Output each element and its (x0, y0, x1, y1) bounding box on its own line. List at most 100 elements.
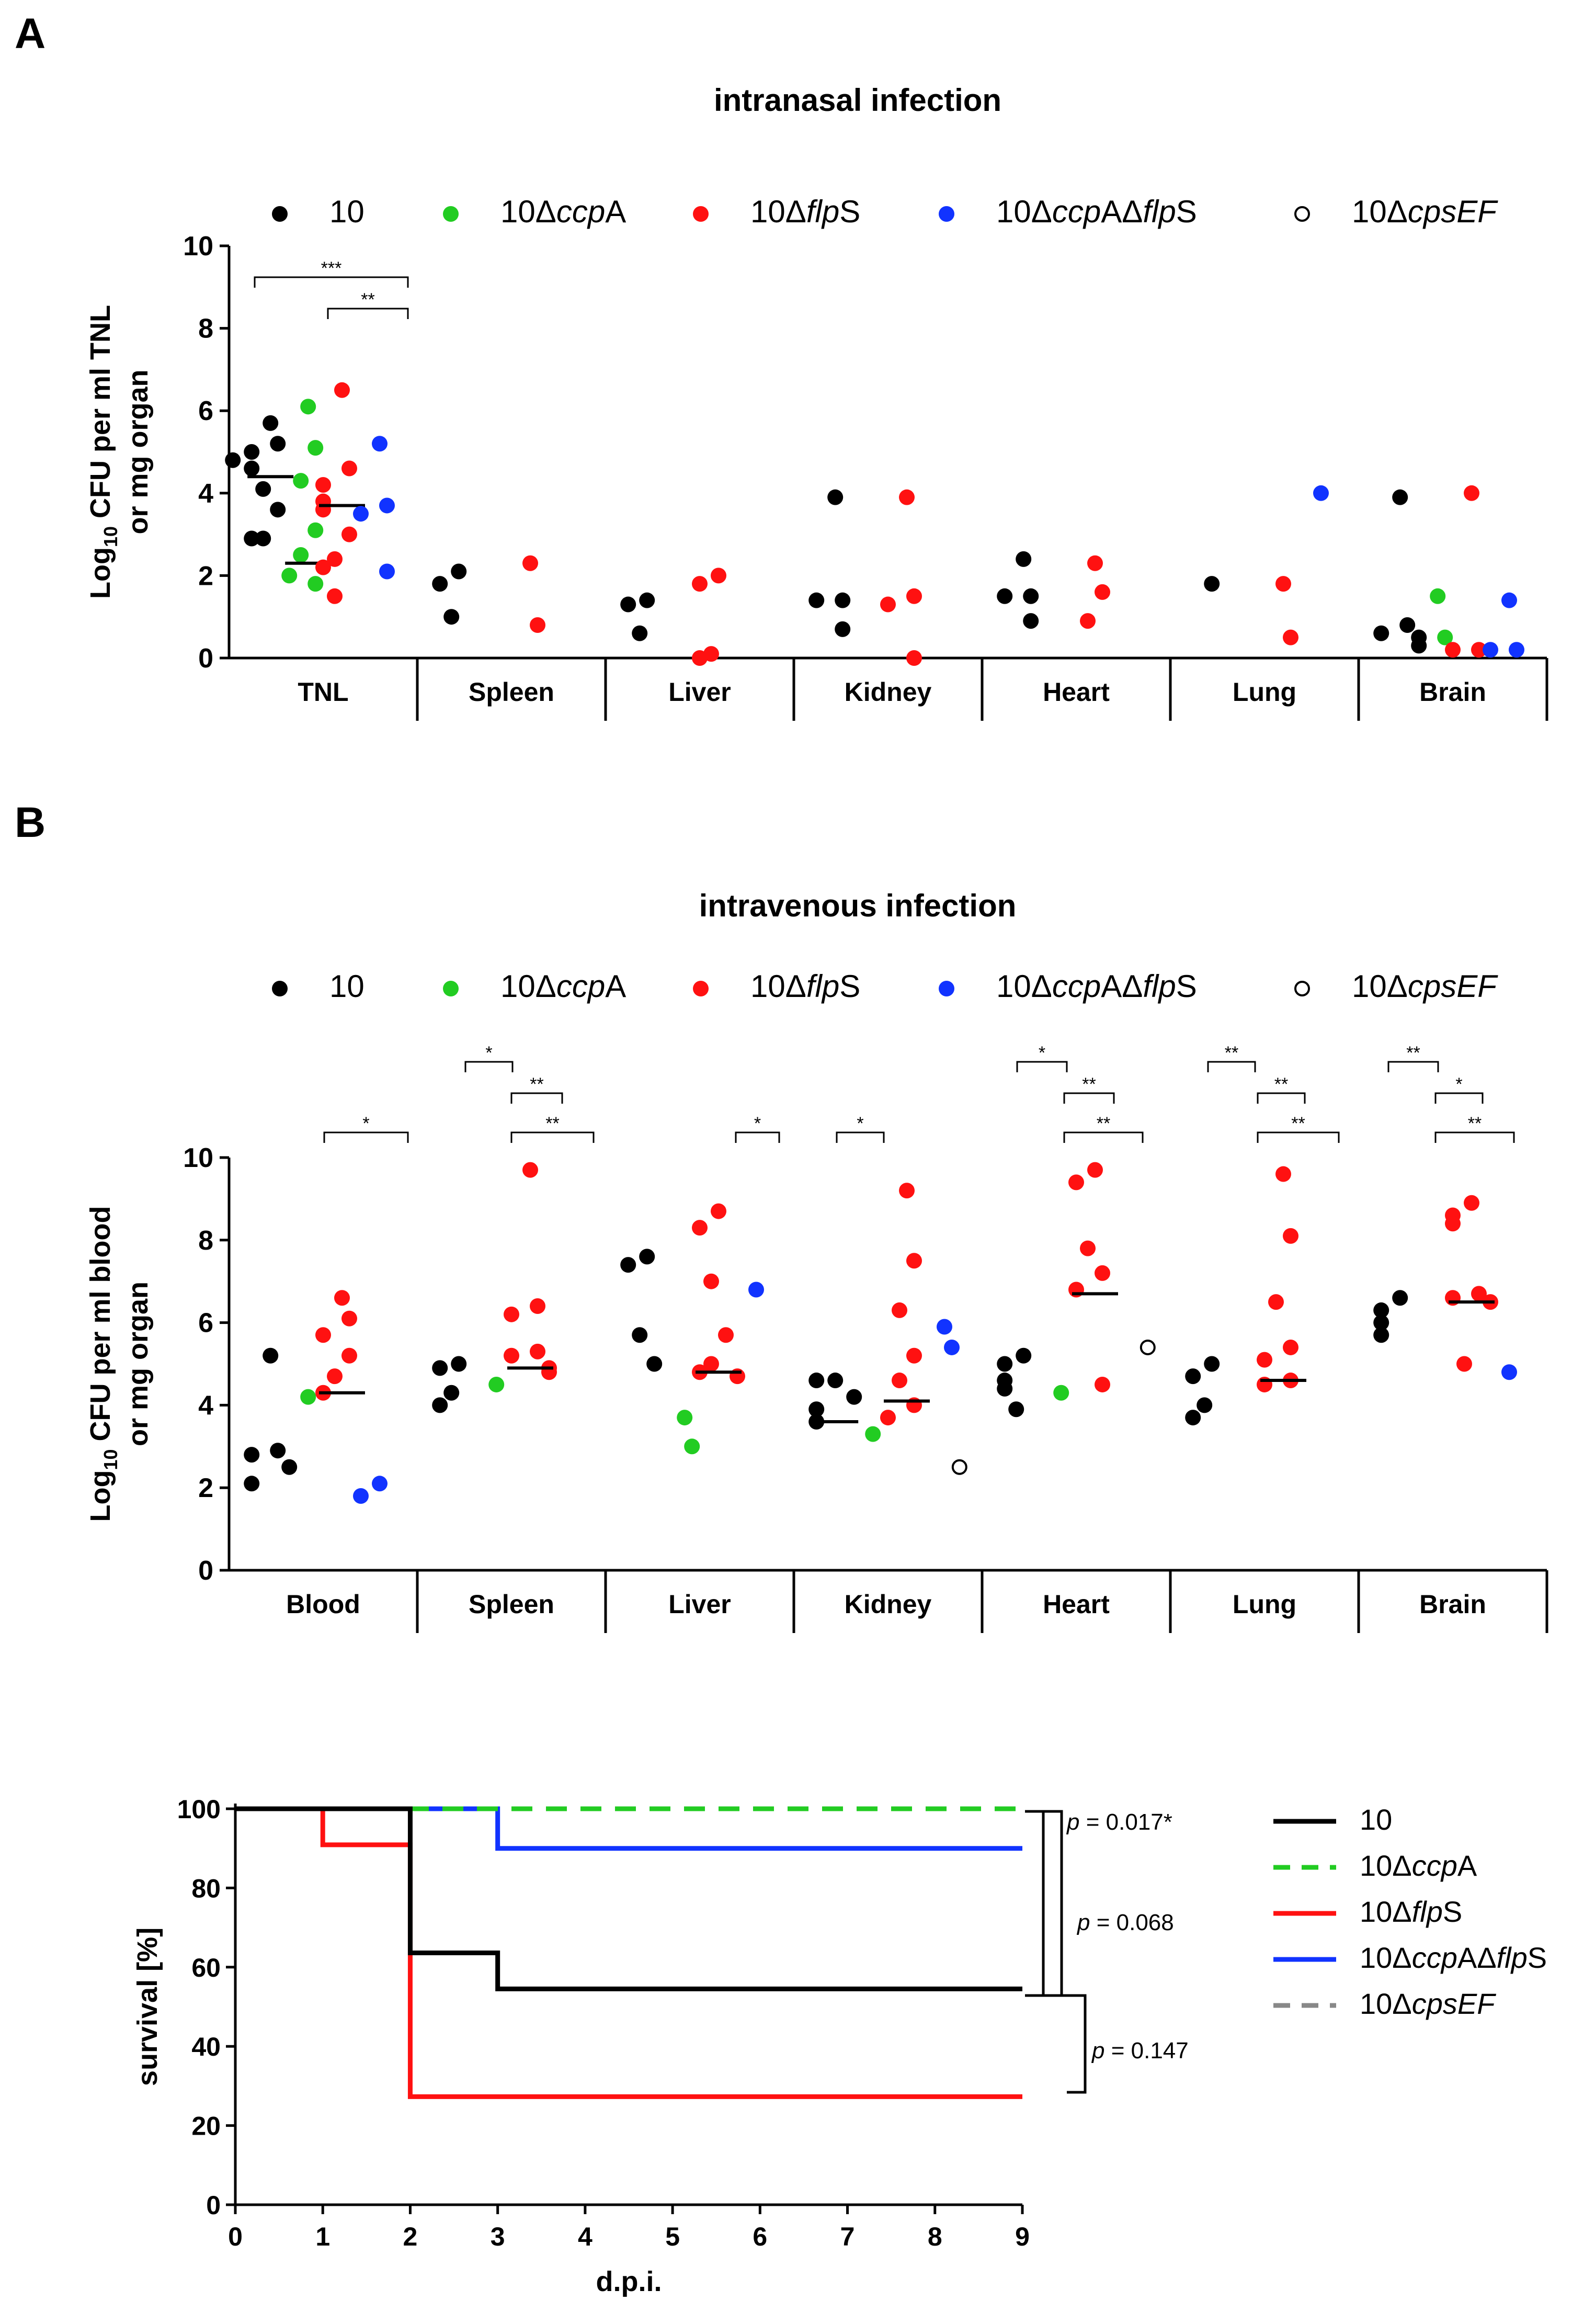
data-point (692, 650, 708, 666)
category-label-heart: Heart (1043, 1590, 1110, 1619)
significance-bracket (1063, 1092, 1115, 1104)
data-point (379, 497, 395, 514)
y-tick-label: 10 (183, 231, 213, 262)
data-point (808, 592, 825, 608)
panel-a-letter: A (15, 10, 45, 58)
data-point (951, 1459, 967, 1475)
data-point (327, 551, 343, 567)
data-point (1087, 555, 1103, 571)
data-point (504, 1306, 519, 1322)
panel-a-title: intranasal infection (714, 83, 1001, 118)
significance-bracket (1063, 1131, 1144, 1143)
category-label-brain: Brain (1419, 677, 1486, 707)
significance-label: ** (361, 290, 374, 310)
legend-label-10dflps: 10ΔflpS (750, 194, 860, 229)
data-point (892, 1302, 907, 1318)
data-point (937, 1319, 952, 1335)
significance-bracket (1257, 1131, 1340, 1143)
significance-label: * (857, 1114, 863, 1133)
legend-marker-10dcpsef (1294, 206, 1310, 222)
significance-bracket (510, 1092, 563, 1104)
data-point (1501, 1364, 1517, 1380)
y-tick-label: 60 (191, 1953, 221, 1982)
legend-label-10dflps: 10ΔflpS (750, 969, 860, 1004)
legend-label-10dccpa: 10ΔccpA (500, 194, 626, 229)
data-point (307, 576, 324, 592)
data-point (270, 436, 286, 452)
data-point (711, 1203, 726, 1219)
y-tick-label: 100 (177, 1795, 221, 1824)
legend-marker-10dflps (693, 981, 709, 996)
data-point (835, 621, 851, 637)
data-point (327, 588, 343, 604)
data-point (300, 1389, 316, 1405)
data-point (944, 1339, 960, 1355)
data-point (1471, 642, 1487, 658)
data-point (846, 1389, 862, 1405)
data-point (255, 530, 271, 547)
x-tick-label: 5 (665, 2222, 680, 2251)
x-tick-label: 8 (928, 2222, 942, 2251)
legend-label-10dccpadflps: 10ΔccpAΔflpS (996, 194, 1197, 229)
data-point (244, 1447, 260, 1463)
legend-marker-10dcpsef (1294, 981, 1310, 996)
data-point (1445, 642, 1461, 658)
legend-marker-10 (272, 981, 288, 996)
data-point (827, 1373, 844, 1389)
y-tick-label: 6 (198, 1308, 213, 1339)
significance-label: ** (530, 1074, 543, 1094)
data-point (1501, 592, 1517, 608)
legend-label-10dccpadflps: 10ΔccpAΔflpS (1360, 1941, 1547, 1974)
y-tick-label: 20 (191, 2112, 221, 2141)
data-point (703, 1356, 719, 1372)
y-axis-title: survival [%] (132, 1928, 163, 2086)
data-point (530, 617, 545, 633)
y-tick-label: 0 (206, 2191, 221, 2220)
data-point (906, 1347, 922, 1364)
legend-label-10dccpadflps: 10ΔccpAΔflpS (996, 969, 1197, 1004)
data-point (1204, 576, 1220, 592)
significance-label: ** (1097, 1114, 1110, 1133)
data-point (1197, 1397, 1213, 1413)
data-point (906, 650, 922, 666)
data-point (1275, 1166, 1291, 1182)
x-tick-label: 6 (753, 2222, 767, 2251)
data-point (522, 1162, 538, 1178)
survival-plot: 0 20 40 60 80 100 0 1 2 3 4 5 6 7 8 9 d.p.i. survival [%]… (132, 1795, 1189, 2297)
data-point (1023, 613, 1039, 629)
data-point (255, 481, 271, 497)
legend-panel-a: 10 10ΔccpA 10ΔflpS 10ΔccpAΔflpS 10ΔcpsEF (272, 194, 1498, 229)
data-point (244, 530, 260, 547)
data-point (270, 502, 286, 518)
data-point (711, 568, 726, 584)
legend-panel-b: 10 10ΔccpA 10ΔflpS 10ΔccpAΔflpS 10ΔcpsEF (272, 969, 1498, 1004)
data-point (880, 596, 896, 613)
category-label-brain: Brain (1419, 1590, 1486, 1619)
data-point (1373, 625, 1389, 641)
legend-label-10dccpa: 10ΔccpA (500, 969, 626, 1004)
y-tick-label: 80 (191, 1874, 221, 1903)
legend-marker-10dccpa (443, 206, 459, 222)
x-tick-label: 2 (403, 2222, 418, 2251)
data-point (1471, 1286, 1487, 1302)
data-point (1373, 1302, 1389, 1318)
significance-bracket (1257, 1092, 1306, 1104)
significance-label: * (362, 1114, 369, 1133)
legend-marker-10dccpadflps (939, 206, 954, 222)
data-point (270, 1443, 286, 1459)
data-point (451, 563, 467, 580)
significance-bracket (327, 308, 409, 319)
category-label-kidney: Kidney (845, 1590, 932, 1619)
data-point (1140, 1339, 1156, 1355)
x-tick-label: 0 (228, 2222, 243, 2251)
data-point (632, 1327, 648, 1343)
data-point (300, 399, 316, 415)
y-tick-label: 0 (198, 1556, 213, 1586)
data-point (835, 592, 851, 608)
legend-marker-10dccpa (443, 981, 459, 996)
data-point (379, 563, 395, 580)
y-tick-label: 8 (198, 314, 213, 344)
x-axis-title: d.p.i. (596, 2266, 662, 2297)
legend-marker-10dflps (693, 206, 709, 222)
